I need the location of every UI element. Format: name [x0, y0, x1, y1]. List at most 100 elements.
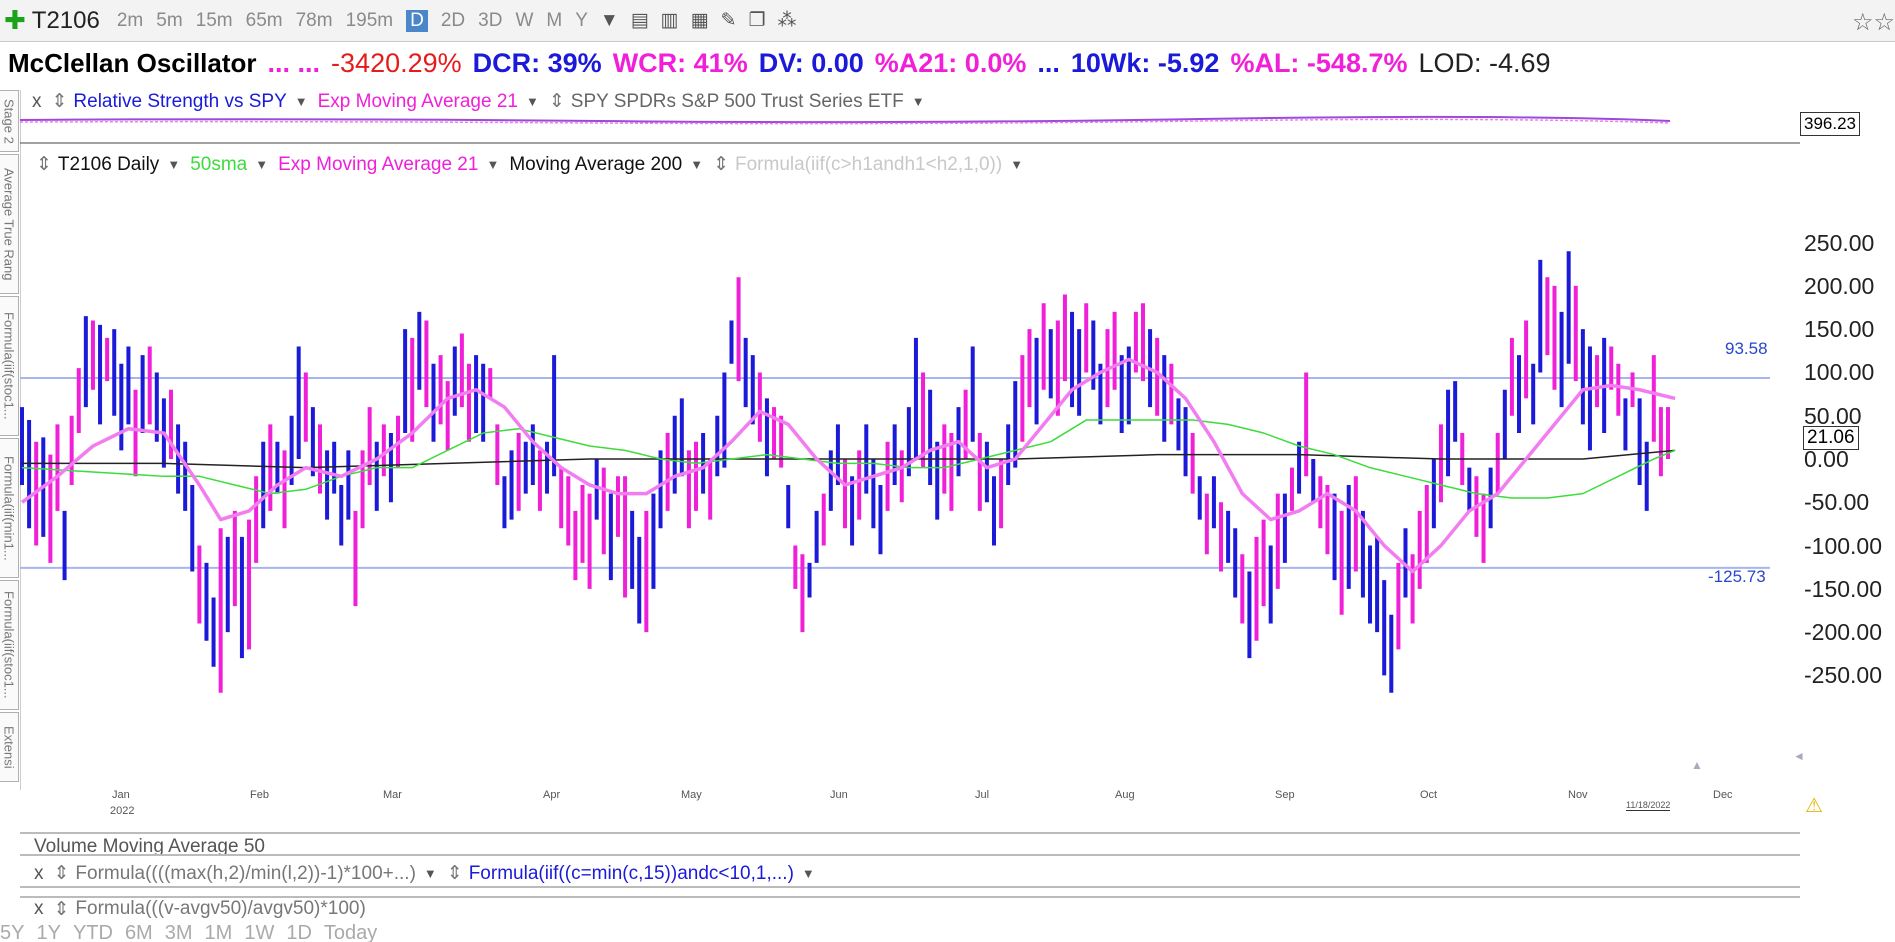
rs-pane-header: x ⇕ Relative Strength vs SPY ▼ Exp Moving…: [32, 90, 925, 113]
interval-3D[interactable]: 3D: [478, 9, 503, 31]
bar-chart-icon[interactable]: ▥: [660, 10, 679, 31]
share-icon[interactable]: ⁂: [777, 10, 797, 31]
drag-handle-icon[interactable]: ⇕: [713, 154, 729, 175]
nav-left-icon: ◄: [1793, 749, 1805, 763]
y-tick-label: -250.00: [1804, 662, 1883, 689]
caret-icon[interactable]: ▼: [911, 94, 925, 109]
rs-close-button[interactable]: x: [32, 90, 42, 112]
range-1m[interactable]: 1M: [204, 922, 233, 942]
interval-5m[interactable]: 5m: [156, 9, 183, 31]
series-label[interactable]: T2106 Daily: [57, 153, 160, 175]
date-marker: 11/18/2022: [1626, 800, 1671, 811]
side-tab-formula-3[interactable]: Formula(iif(stoc1...: [0, 580, 19, 710]
month-label: Sep: [1275, 789, 1295, 801]
layout-icon[interactable]: ❐: [748, 10, 766, 31]
interval-2m[interactable]: 2m: [116, 9, 144, 31]
range-bar: 5Y 1Y YTD 6M 3M 1M 1W 1D Today: [0, 922, 377, 942]
side-tab-formula-1[interactable]: Formula(iif(stoc1...: [0, 296, 19, 436]
add-symbol-icon[interactable]: ✚: [4, 5, 26, 35]
range-1d[interactable]: 1D: [286, 922, 312, 942]
interval-65m[interactable]: 65m: [245, 9, 283, 31]
month-label: Dec: [1713, 789, 1733, 801]
formula1-label[interactable]: Formula((((max(h,2)/min(l,2))-1)*100+...…: [75, 862, 416, 884]
caret-icon[interactable]: ▼: [167, 157, 181, 172]
formula-close-button[interactable]: x: [34, 862, 44, 884]
a21-value: %A21: 0.0%: [874, 47, 1027, 78]
month-label: Nov: [1568, 789, 1588, 801]
ma200-label[interactable]: Moving Average 200: [509, 153, 683, 175]
y-tick-label: 100.00: [1804, 359, 1875, 386]
sma50-label[interactable]: 50sma: [190, 153, 248, 175]
interval-195m[interactable]: 195m: [345, 9, 394, 31]
side-tab-formula-2[interactable]: Formula(iif(min1...: [0, 438, 19, 578]
y-tick-label: 0.00: [1804, 446, 1849, 472]
formula-label[interactable]: Formula(iif(c>h1andh1<h2,1,0)): [735, 153, 1003, 175]
caret-icon[interactable]: ▼: [486, 157, 500, 172]
warning-icon: ⚠: [1805, 795, 1823, 817]
drag-handle-icon[interactable]: ⇕: [548, 91, 565, 112]
lod-value: LOD: -4.69: [1418, 47, 1551, 78]
range-5y[interactable]: 5Y: [0, 922, 25, 942]
lower-line-label: -125.73: [1708, 567, 1766, 586]
side-tab-extension[interactable]: Extensi: [0, 712, 19, 782]
dropdown-icon[interactable]: ▼: [599, 9, 619, 31]
caret-icon[interactable]: ▼: [255, 157, 269, 172]
y-tick-label: 150.00: [1804, 316, 1875, 343]
drag-handle-icon[interactable]: ⇕: [36, 154, 52, 175]
interval-group: 2m 5m 15m 65m 78m 195m D 2D 3D W M Y: [104, 9, 588, 32]
range-1y[interactable]: 1Y: [36, 922, 61, 942]
indicator-name: McClellan Oscillator: [8, 47, 257, 78]
range-1w[interactable]: 1W: [244, 922, 275, 942]
drag-handle-icon[interactable]: ⇕: [51, 91, 68, 112]
grid-icon[interactable]: ▦: [690, 10, 709, 31]
range-6m[interactable]: 6M: [124, 922, 153, 942]
interval-M[interactable]: M: [546, 9, 563, 31]
caret-icon[interactable]: ▼: [1010, 157, 1024, 172]
volume-label[interactable]: Volume Moving Average 50: [34, 836, 265, 854]
caret-icon[interactable]: ▼: [423, 866, 437, 881]
summary-dots: ... ...: [267, 47, 321, 78]
y-tick-label: -200.00: [1804, 619, 1883, 646]
rs-ema-label[interactable]: Exp Moving Average 21: [317, 90, 518, 112]
interval-D[interactable]: D: [406, 9, 428, 32]
range-ytd[interactable]: YTD: [72, 922, 113, 942]
range-today[interactable]: Today: [323, 922, 378, 942]
ema21-label[interactable]: Exp Moving Average 21: [278, 153, 479, 175]
formula3-label[interactable]: Formula(((v-avgv50)/avgv50)*100): [75, 900, 366, 918]
rs-study-label[interactable]: Relative Strength vs SPY: [73, 90, 287, 112]
side-tab-atr[interactable]: Average True Rang: [0, 154, 19, 294]
drag-handle-icon[interactable]: ⇕: [446, 863, 463, 884]
spy-label[interactable]: SPY SPDRs S&P 500 Trust Series ETF: [570, 90, 904, 112]
chart-type-icon[interactable]: ▤: [630, 10, 649, 31]
dec-marker: ▲: [1691, 758, 1703, 772]
interval-2D[interactable]: 2D: [440, 9, 466, 31]
formula-pane-header: x ⇕ Formula((((max(h,2)/min(l,2))-1)*100…: [34, 862, 815, 885]
y-tick-label: -100.00: [1804, 532, 1883, 559]
rs-line: [19, 115, 1671, 124]
caret-icon[interactable]: ▼: [525, 94, 539, 109]
pct-change: -3420.29%: [331, 47, 462, 78]
upper-line-label: 93.58: [1725, 339, 1768, 358]
formula3-close-button[interactable]: x: [34, 900, 44, 918]
side-tab-stage2[interactable]: Stage 2: [0, 90, 19, 152]
drag-handle-icon[interactable]: ⇕: [53, 863, 70, 884]
pencil-icon[interactable]: ✎: [720, 10, 737, 31]
caret-icon[interactable]: ▼: [690, 157, 704, 172]
month-label: Jan: [112, 789, 130, 801]
spy-line: [19, 118, 1671, 125]
month-label: Jun: [830, 789, 848, 801]
interval-W[interactable]: W: [515, 9, 534, 31]
caret-icon[interactable]: ▼: [294, 94, 308, 109]
side-tabs: Stage 2 Average True Rang Formula(iif(st…: [0, 90, 21, 790]
caret-icon[interactable]: ▼: [801, 866, 815, 881]
range-3m[interactable]: 3M: [164, 922, 193, 942]
star-icon[interactable]: ☆☆: [1851, 9, 1895, 36]
wcr-value: WCR: 41%: [612, 47, 748, 78]
interval-78m[interactable]: 78m: [295, 9, 333, 31]
interval-15m[interactable]: 15m: [195, 9, 233, 31]
interval-Y[interactable]: Y: [575, 9, 588, 31]
drag-handle-icon[interactable]: ⇕: [53, 900, 70, 918]
formula2-label[interactable]: Formula(iif((c=min(c,15))andc<10,1,...): [468, 862, 794, 884]
symbol-label[interactable]: T2106: [31, 6, 100, 34]
